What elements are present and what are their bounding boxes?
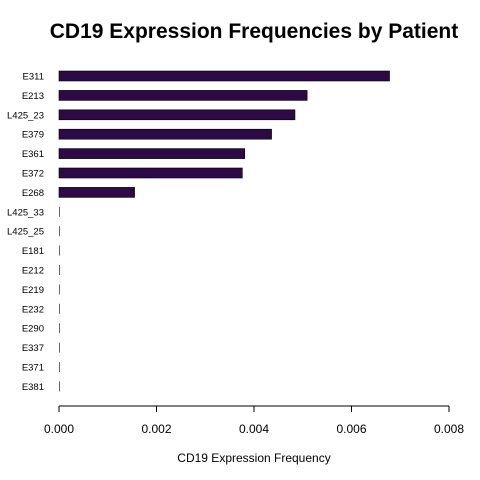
y-tick-label: E381: [22, 382, 44, 393]
y-tick-label: E212: [22, 266, 44, 277]
bar-e268: [58, 187, 135, 198]
y-tick-label: E181: [22, 246, 44, 257]
bar-e379: [58, 128, 272, 140]
y-tick-label: E268: [22, 188, 44, 199]
x-tick-label: 0.002: [141, 422, 171, 436]
y-tick-label: E213: [22, 91, 44, 102]
bar-e311: [58, 70, 390, 82]
bar-l425-23: [58, 109, 296, 121]
y-tick-label: E372: [22, 169, 44, 180]
x-tick-label: 0.008: [434, 422, 464, 436]
x-tick-label: 0.006: [336, 422, 366, 436]
y-tick-label: E371: [22, 363, 44, 374]
y-tick-label: E337: [22, 343, 44, 354]
bar-e232: [59, 303, 60, 314]
y-axis-labels: E311 E213 L425_23 E379 E361 E372 E268 L425_33 L4…: [7, 72, 44, 393]
bar-e337: [59, 342, 60, 353]
y-tick-label: E379: [22, 130, 44, 141]
y-tick-label: E219: [22, 285, 44, 296]
bar-e213: [58, 90, 308, 101]
y-tick-label: E311: [23, 72, 44, 83]
chart-title: CD19 Expression Frequencies by Patient: [50, 20, 458, 43]
bar-e181: [59, 245, 60, 256]
bar-l425-33: [59, 206, 60, 217]
y-tick-label: E361: [22, 149, 44, 160]
x-axis-title: CD19 Expression Frequency: [177, 451, 330, 465]
bar-e372: [58, 167, 243, 179]
y-tick-label: L425_23: [7, 110, 44, 121]
x-tick-label: 0.000: [44, 422, 74, 436]
y-tick-label: E290: [22, 324, 44, 335]
y-tick-label: L425_33: [7, 207, 44, 218]
bar-e371: [59, 362, 60, 372]
y-tick-label: L425_25: [7, 227, 44, 238]
x-axis: 0.000 0.002 0.004 0.006 0.008: [44, 405, 464, 436]
y-tick-label: E232: [22, 304, 44, 315]
bar-e361: [58, 148, 246, 159]
x-tick-label: 0.004: [239, 422, 269, 436]
bars-layer: [58, 70, 390, 392]
bar-e381: [59, 381, 60, 392]
bar-l425-25: [59, 226, 60, 237]
bar-e219: [59, 284, 60, 295]
bar-e290: [59, 323, 60, 334]
bar-e212: [59, 265, 60, 275]
